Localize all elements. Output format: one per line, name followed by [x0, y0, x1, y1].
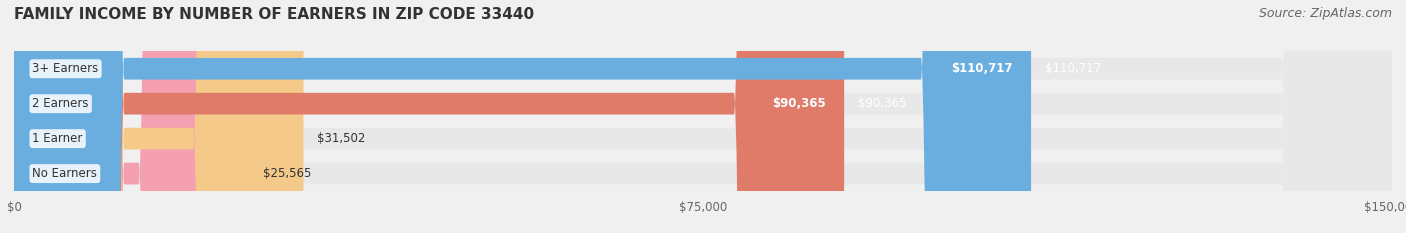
FancyBboxPatch shape — [14, 0, 304, 233]
Text: $25,565: $25,565 — [263, 167, 311, 180]
FancyBboxPatch shape — [14, 0, 1392, 233]
FancyBboxPatch shape — [14, 0, 1392, 233]
Text: $90,365: $90,365 — [772, 97, 825, 110]
Text: $31,502: $31,502 — [318, 132, 366, 145]
Text: 3+ Earners: 3+ Earners — [32, 62, 98, 75]
FancyBboxPatch shape — [14, 0, 1392, 233]
Text: Source: ZipAtlas.com: Source: ZipAtlas.com — [1258, 7, 1392, 20]
Text: $90,365: $90,365 — [858, 97, 907, 110]
Text: $110,717: $110,717 — [952, 62, 1012, 75]
FancyBboxPatch shape — [14, 0, 249, 233]
Text: $110,717: $110,717 — [1045, 62, 1101, 75]
FancyBboxPatch shape — [14, 0, 844, 233]
Text: FAMILY INCOME BY NUMBER OF EARNERS IN ZIP CODE 33440: FAMILY INCOME BY NUMBER OF EARNERS IN ZI… — [14, 7, 534, 22]
Text: 1 Earner: 1 Earner — [32, 132, 83, 145]
Text: No Earners: No Earners — [32, 167, 97, 180]
Text: 2 Earners: 2 Earners — [32, 97, 89, 110]
FancyBboxPatch shape — [14, 0, 1392, 233]
FancyBboxPatch shape — [14, 0, 1031, 233]
